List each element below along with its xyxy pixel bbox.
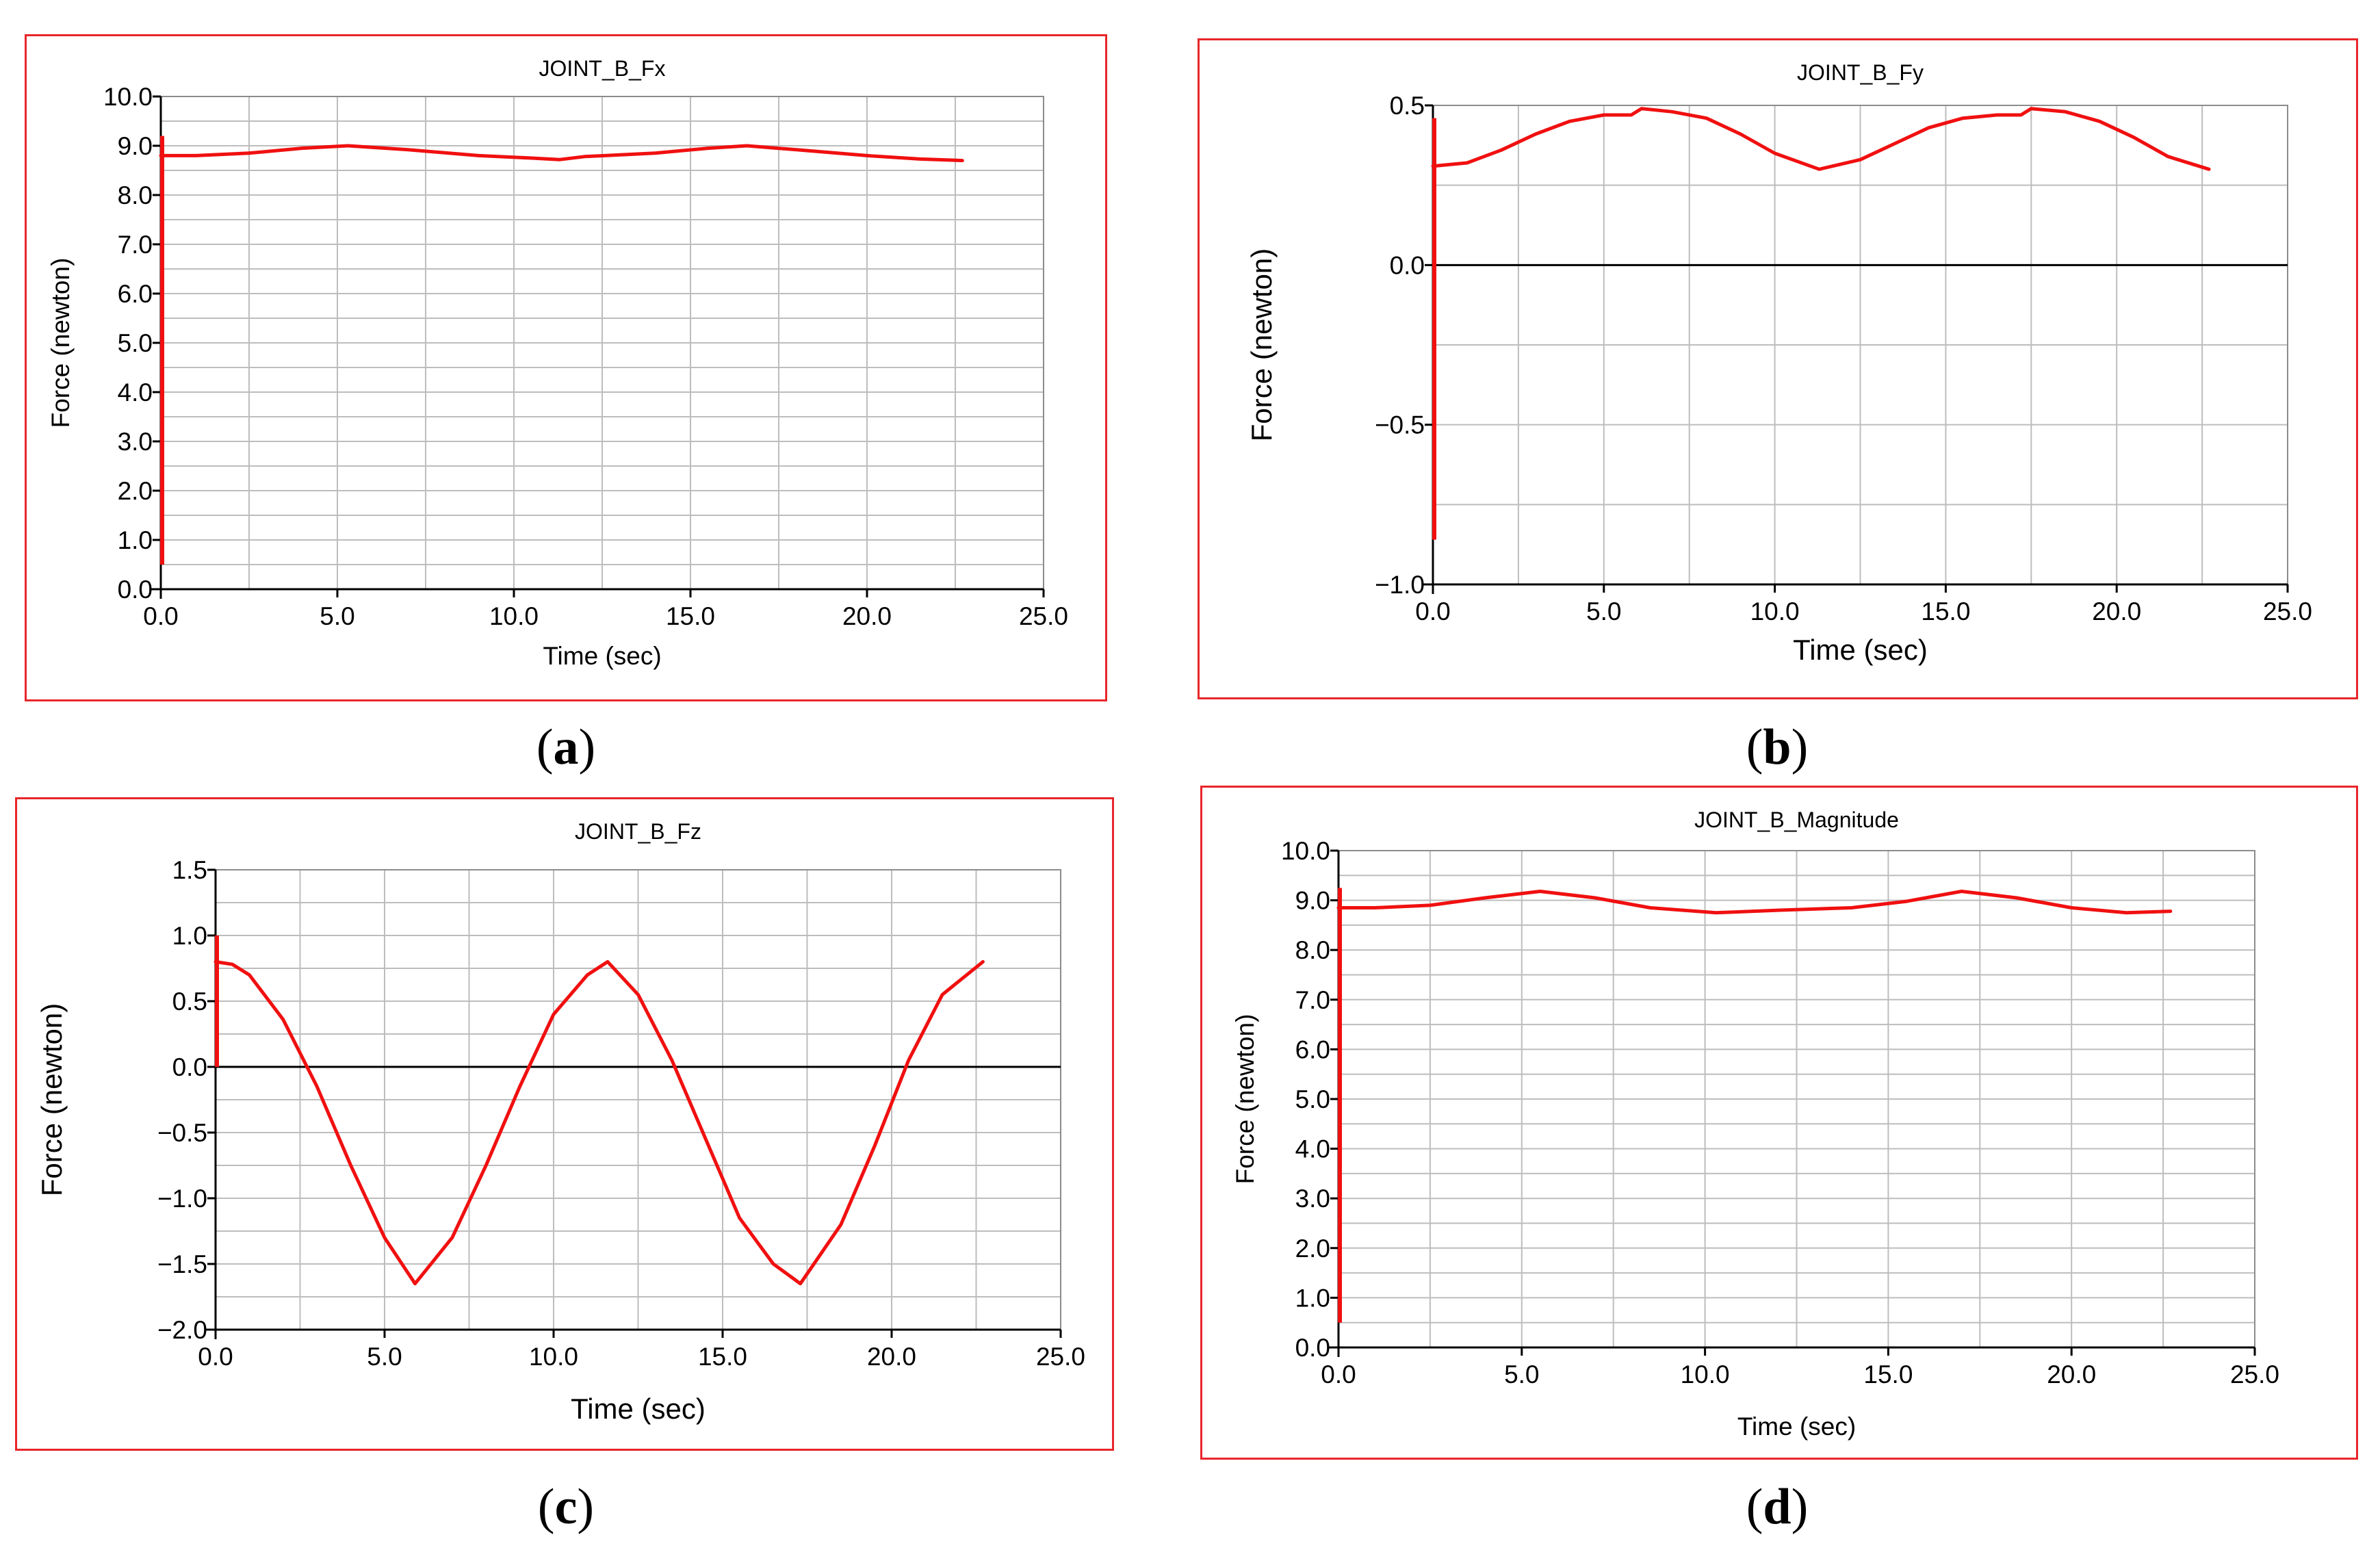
x-tick-label: 25.0 bbox=[1036, 1343, 1085, 1371]
panel-label-c: (c) bbox=[537, 1479, 595, 1535]
y-tick-label: 0.0 bbox=[1295, 1334, 1330, 1362]
y-tick-label: 0.0 bbox=[118, 576, 153, 604]
x-tick-label: 5.0 bbox=[1586, 597, 1621, 625]
chart-title: JOINT_B_Fy bbox=[1797, 60, 1924, 85]
y-tick-label: 10.0 bbox=[1281, 837, 1330, 865]
y-tick-label: 4.0 bbox=[118, 378, 153, 406]
y-tick-label: −2.0 bbox=[157, 1316, 207, 1344]
series-line bbox=[214, 959, 985, 1286]
x-tick-label: 10.0 bbox=[1750, 597, 1800, 625]
y-tick-label: 1.0 bbox=[118, 526, 153, 554]
x-tick-label: 15.0 bbox=[1863, 1360, 1913, 1388]
y-tick-label: 5.0 bbox=[1295, 1085, 1330, 1113]
chart-panel-a: 0.0 5.0 10.0 15.0 20.0 25.0 0.0 1.0 2.0 3.0 4.0 5.0… bbox=[25, 34, 1107, 701]
y-tick-label: 0.5 bbox=[172, 987, 207, 1016]
chart-d: 0.0 5.0 10.0 15.0 20.0 25.0 0.0 1.0 2.0 3.0 4.0 5.0… bbox=[1231, 808, 2279, 1441]
x-tick-label: 0.0 bbox=[1321, 1360, 1356, 1388]
y-axis-label: Force (newton) bbox=[47, 258, 75, 428]
y-tick-label: 0.0 bbox=[1390, 251, 1425, 279]
series-line bbox=[159, 144, 964, 163]
x-tick-label: 10.0 bbox=[529, 1343, 578, 1371]
y-tick-label: 6.0 bbox=[118, 280, 153, 308]
x-tick-label: 15.0 bbox=[698, 1343, 747, 1371]
y-tick-label: −1.0 bbox=[157, 1185, 207, 1213]
y-tick-label: 2.0 bbox=[118, 477, 153, 505]
chart-c: 0.0 5.0 10.0 15.0 20.0 25.0 −2.0 −1.5 −1.0 −0.5 0.… bbox=[36, 819, 1085, 1425]
y-tick-label: 3.0 bbox=[118, 428, 153, 456]
x-tick-label: 0.0 bbox=[198, 1343, 233, 1371]
chart-b: 0.0 5.0 10.0 15.0 20.0 25.0 −1.0 −0.5 0.0 0.5 JOIN… bbox=[1245, 60, 2312, 666]
y-tick-label: 0.5 bbox=[1390, 92, 1425, 120]
chart-panel-d: 0.0 5.0 10.0 15.0 20.0 25.0 0.0 1.0 2.0 3.0 4.0 5.0… bbox=[1200, 786, 2358, 1460]
y-tick-label: 3.0 bbox=[1295, 1185, 1330, 1213]
x-tick-label: 15.0 bbox=[1921, 597, 1970, 625]
y-tick-label: −1.0 bbox=[1375, 571, 1425, 599]
y-tick-label: −0.5 bbox=[1375, 411, 1425, 439]
chart-a: 0.0 5.0 10.0 15.0 20.0 25.0 0.0 1.0 2.0 3.0 4.0 5.0… bbox=[47, 56, 1068, 670]
x-tick-label: 20.0 bbox=[867, 1343, 916, 1371]
series-line bbox=[1336, 890, 2173, 915]
y-tick-label: −1.5 bbox=[157, 1250, 207, 1278]
chart-panel-b: 0.0 5.0 10.0 15.0 20.0 25.0 −1.0 −0.5 0.0 0.5 JOIN… bbox=[1198, 38, 2358, 699]
y-tick-label: −0.5 bbox=[157, 1119, 207, 1147]
chart-title: JOINT_B_Fz bbox=[575, 819, 701, 844]
y-tick-label: 9.0 bbox=[1295, 887, 1330, 915]
x-tick-label: 5.0 bbox=[367, 1343, 402, 1371]
series-line bbox=[1431, 107, 2211, 171]
x-axis-label: Time (sec) bbox=[543, 642, 661, 670]
x-tick-label: 5.0 bbox=[320, 602, 354, 630]
y-tick-label: 6.0 bbox=[1295, 1035, 1330, 1063]
panel-label-b: (b) bbox=[1746, 719, 1809, 775]
chart-panel-c: 0.0 5.0 10.0 15.0 20.0 25.0 −2.0 −1.5 −1.0 −0.5 0.… bbox=[15, 797, 1114, 1451]
x-tick-label: 20.0 bbox=[2047, 1360, 2096, 1388]
x-tick-label: 10.0 bbox=[1681, 1360, 1730, 1388]
y-tick-label: 4.0 bbox=[1295, 1135, 1330, 1163]
x-tick-label: 25.0 bbox=[1019, 602, 1068, 630]
chart-title: JOINT_B_Fx bbox=[539, 56, 666, 81]
x-tick-label: 10.0 bbox=[489, 602, 539, 630]
y-axis-label: Force (newton) bbox=[36, 1003, 68, 1196]
y-tick-label: 7.0 bbox=[118, 231, 153, 259]
y-tick-label: 7.0 bbox=[1295, 986, 1330, 1014]
x-axis-label: Time (sec) bbox=[571, 1393, 706, 1425]
x-tick-label: 5.0 bbox=[1504, 1360, 1539, 1388]
x-axis-label: Time (sec) bbox=[1793, 634, 1928, 666]
panel-label-a: (a) bbox=[536, 719, 596, 775]
x-tick-label: 20.0 bbox=[842, 602, 892, 630]
y-tick-label: 1.0 bbox=[172, 922, 207, 950]
x-tick-label: 20.0 bbox=[2092, 597, 2141, 625]
chart-title: JOINT_B_Magnitude bbox=[1694, 808, 1899, 832]
x-tick-label: 0.0 bbox=[1415, 597, 1450, 625]
y-tick-label: 2.0 bbox=[1295, 1235, 1330, 1263]
y-axis-label: Force (newton) bbox=[1245, 248, 1278, 441]
y-tick-label: 9.0 bbox=[118, 132, 153, 160]
x-tick-label: 25.0 bbox=[2230, 1360, 2279, 1388]
panel-label-d: (d) bbox=[1746, 1479, 1809, 1535]
y-tick-label: 5.0 bbox=[118, 329, 153, 357]
y-tick-label: 1.5 bbox=[172, 856, 207, 884]
y-tick-label: 0.0 bbox=[172, 1053, 207, 1081]
y-axis-label: Force (newton) bbox=[1231, 1014, 1259, 1185]
y-tick-label: 1.0 bbox=[1295, 1284, 1330, 1312]
y-tick-label: 8.0 bbox=[118, 181, 153, 209]
y-tick-label: 8.0 bbox=[1295, 936, 1330, 964]
x-axis-label: Time (sec) bbox=[1737, 1412, 1856, 1441]
x-tick-label: 15.0 bbox=[666, 602, 715, 630]
y-tick-label: 10.0 bbox=[103, 83, 153, 111]
x-tick-label: 25.0 bbox=[2263, 597, 2312, 625]
x-tick-label: 0.0 bbox=[143, 602, 178, 630]
